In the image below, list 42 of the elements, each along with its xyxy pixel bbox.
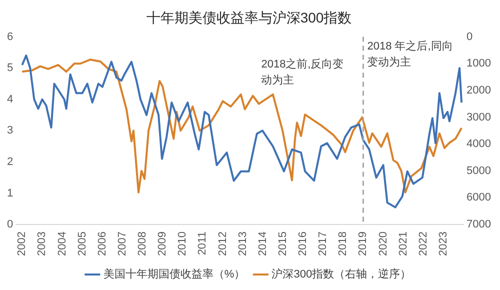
y-tick-label: 6 — [6, 30, 14, 43]
y2-tick-label: 5000 — [466, 164, 492, 177]
x-tick-label: 2003 — [36, 232, 48, 256]
x-tick-label: 2015 — [276, 232, 289, 256]
y-tick-label: 2 — [6, 156, 14, 168]
x-tick-label: 2002 — [16, 232, 28, 256]
x-tick-label: 2020 — [377, 232, 390, 256]
x-tick-label: 2023 — [437, 232, 450, 256]
y2-tick-label: 1000 — [466, 58, 492, 70]
y2-tick-label: 0 — [466, 30, 473, 43]
y2-tick-label: 6000 — [466, 192, 492, 204]
x-tick-label: 2007 — [116, 232, 128, 256]
y-tick-label: 4 — [6, 93, 14, 106]
chart-title: 十年期美债收益率与沪深300指数 — [146, 9, 352, 26]
x-tick-label: 2014 — [256, 232, 269, 256]
annotation: 2018之前,反向变动为主 — [261, 57, 344, 86]
x-tick-label: 2010 — [176, 232, 189, 256]
x-tick-label: 2016 — [297, 232, 310, 256]
y2-tick-label: 2000 — [466, 84, 492, 96]
y2-tick-label: 7000 — [466, 218, 492, 231]
y-tick-label: 1 — [6, 187, 14, 200]
annotation: 2018 年之后,同向变动为主 — [367, 39, 453, 68]
x-tick-label: 2009 — [156, 232, 169, 256]
x-tick-label: 2019 — [357, 232, 370, 256]
x-tick-label: 2011 — [196, 232, 209, 256]
y-tick-label: 3 — [6, 124, 14, 137]
x-tick-label: 2006 — [96, 232, 108, 256]
x-tick-label: 2022 — [417, 232, 430, 256]
y2-tick-label: 4000 — [466, 138, 492, 150]
x-tick-label: 2005 — [76, 232, 88, 256]
x-tick-label: 2008 — [136, 232, 149, 256]
legend-label: 沪深300指数（右轴，逆序） — [272, 268, 412, 281]
y2-tick-label: 3000 — [466, 111, 492, 124]
y-tick-label: 0 — [6, 218, 14, 231]
x-tick-label: 2012 — [216, 232, 229, 256]
x-tick-label: 2013 — [236, 232, 249, 256]
x-tick-label: 2021 — [397, 232, 410, 256]
y-tick-label: 5 — [6, 62, 14, 74]
x-tick-label: 2004 — [56, 232, 68, 256]
x-tick-label: 2018 — [337, 232, 350, 256]
x-tick-label: 2017 — [317, 232, 330, 256]
legend-label: 美国十年期国债收益率（%） — [103, 268, 246, 281]
